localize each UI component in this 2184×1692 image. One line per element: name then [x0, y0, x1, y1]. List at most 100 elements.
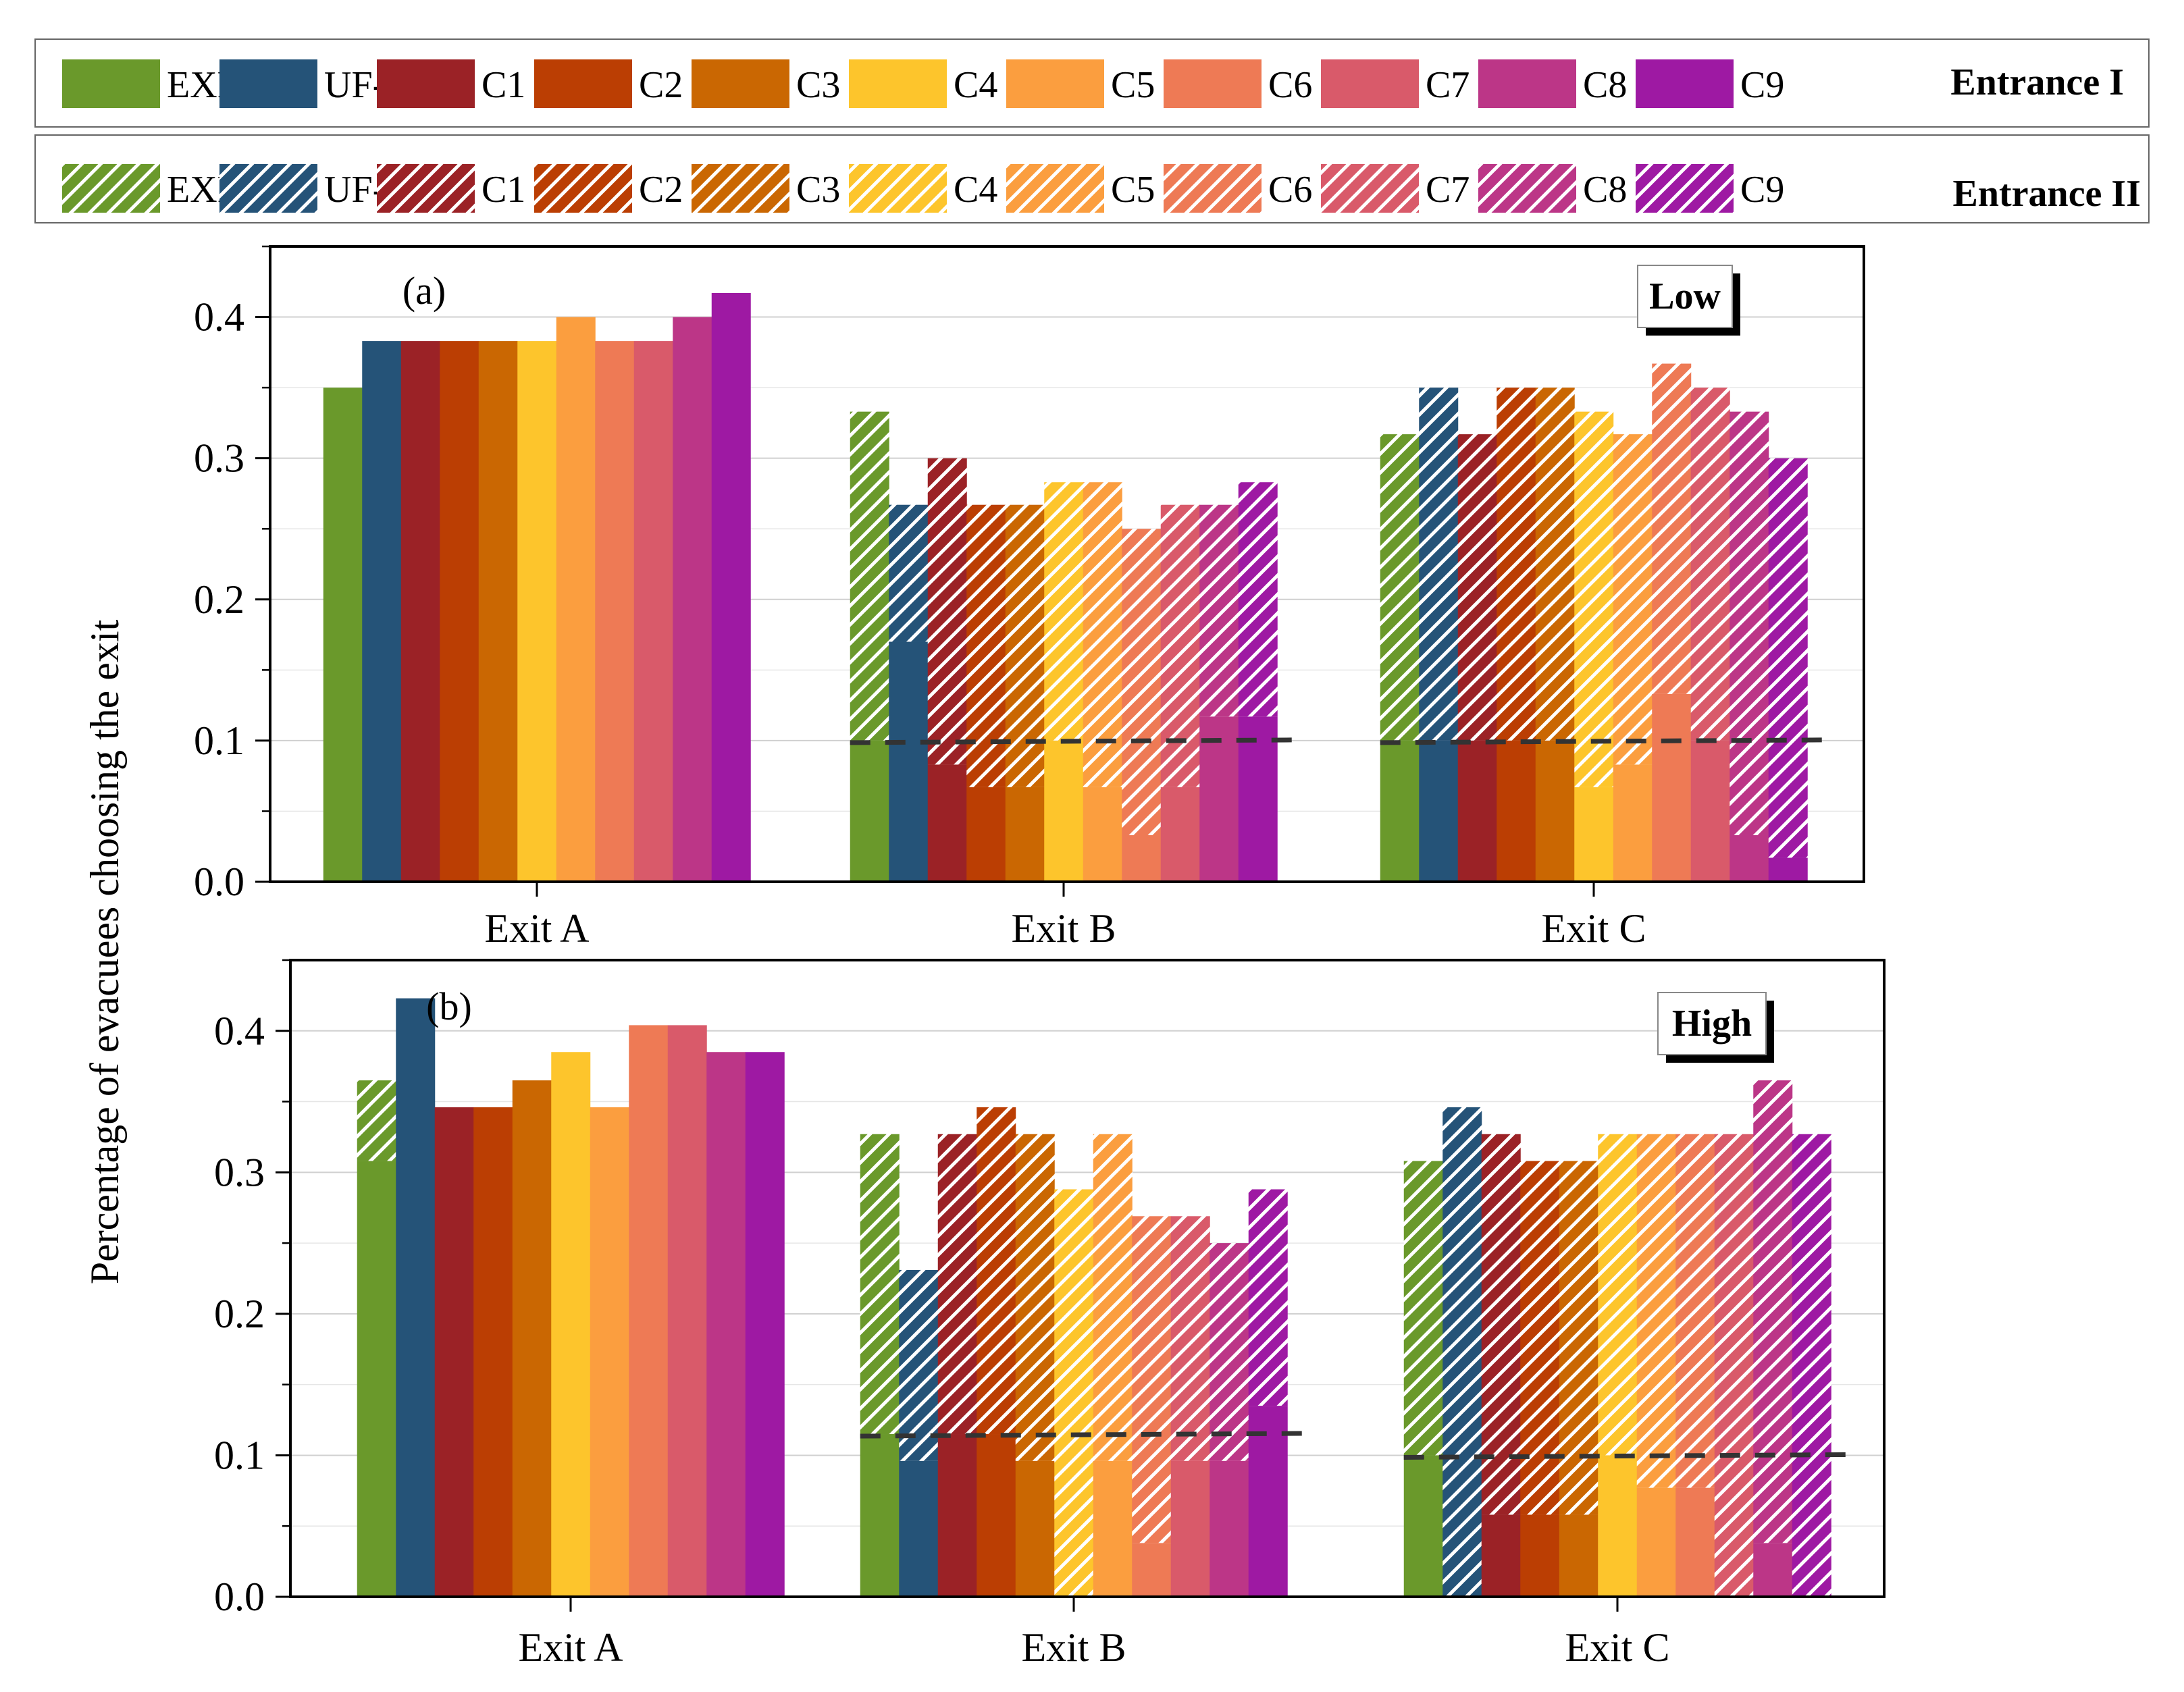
legend-label-c1: C1 — [482, 64, 525, 106]
bar-c1-exit-b-entrance-1 — [937, 1434, 977, 1597]
bar-exp-exit-b-entrance-1 — [860, 1434, 900, 1597]
bar-c9-exit-c-entrance-2 — [1792, 1134, 1831, 1597]
bar-c9-exit-a — [711, 293, 751, 882]
legend-label-c5: C5 — [1111, 169, 1155, 211]
bar-c6-exit-a — [629, 1025, 669, 1597]
bar-c2-exit-c-entrance-1 — [1497, 740, 1536, 882]
panel-label: (b) — [426, 984, 472, 1028]
bar-c5-exit-c-entrance-2 — [1636, 1134, 1676, 1488]
bar-c3-exit-b-entrance-1 — [1015, 1460, 1055, 1597]
bar-c8-exit-c-entrance-2 — [1753, 1080, 1793, 1543]
panel-a: Exit A Exit B Exit C 0.0 0.1 0.2 0.3 0.4 (a) Low — [194, 245, 1865, 951]
bar-c6-exit-b-entrance-1 — [1122, 835, 1162, 882]
legend-label-c8: C8 — [1583, 64, 1627, 106]
bar-c9-exit-a — [745, 1052, 785, 1597]
bar-c8-exit-c-entrance-2 — [1730, 411, 1769, 835]
bar-c8-exit-a — [706, 1052, 746, 1597]
bar-uf-sf-exit-a — [362, 341, 402, 882]
bar-c7-exit-b-entrance-2 — [1160, 504, 1200, 787]
bar-exp-exit-b-entrance-2 — [850, 411, 889, 741]
bar-c8-exit-b-entrance-2 — [1199, 504, 1239, 717]
bar-c7-exit-a — [667, 1025, 707, 1597]
bar-exp-exit-a-entrance-1 — [357, 1161, 396, 1597]
bar-c3-exit-b-entrance-1 — [1005, 787, 1045, 882]
bar-c7-exit-c-entrance-1 — [1690, 740, 1730, 882]
bar-c5-exit-c-entrance-1 — [1613, 764, 1653, 882]
bar-exp-exit-c-entrance-2 — [1380, 434, 1420, 741]
bar-c3-exit-b-entrance-2 — [1005, 504, 1045, 787]
legend-swatch-c3 — [692, 59, 789, 108]
bar-c8-exit-c-entrance-1 — [1753, 1543, 1793, 1597]
y-axis-title: Percentage of evacuees choosing the exit — [82, 619, 127, 1284]
bar-c1-exit-c-entrance-2 — [1457, 434, 1497, 741]
legend-swatch-c6-hatched — [1164, 164, 1262, 213]
bar-c1-exit-b-entrance-1 — [927, 764, 967, 882]
bar-c2-exit-c-entrance-2 — [1520, 1161, 1560, 1515]
bar-uf-sf-exit-c-entrance-2 — [1419, 388, 1459, 741]
bar-c5-exit-a — [556, 317, 596, 882]
bar-c6-exit-c-entrance-1 — [1675, 1487, 1715, 1597]
bar-c8-exit-b-entrance-1 — [1199, 716, 1239, 882]
bar-c2-exit-a — [440, 341, 479, 882]
bar-c1-exit-c-entrance-2 — [1481, 1134, 1521, 1515]
bar-c1-exit-b-entrance-2 — [927, 458, 967, 765]
bar-c6-exit-b-entrance-2 — [1122, 529, 1162, 835]
legend-swatch-c1-hatched — [377, 164, 475, 213]
legend-swatch-exp-hatched — [62, 164, 160, 213]
legend-swatch-c4 — [849, 59, 947, 108]
bar-c2-exit-b-entrance-1 — [977, 1434, 1016, 1597]
bar-c6-exit-c-entrance-1 — [1652, 693, 1692, 882]
dashed-line-exit-c — [1403, 1452, 1848, 1460]
bar-exp-exit-c-entrance-2 — [1403, 1161, 1443, 1456]
bar-c7-exit-c-entrance-2 — [1714, 1134, 1754, 1597]
bar-c9-exit-b-entrance-1 — [1248, 1406, 1288, 1597]
legend-swatch-c7 — [1321, 59, 1419, 108]
legend-label-c6: C6 — [1268, 169, 1312, 211]
y-tick-label: 0.1 — [194, 718, 244, 763]
legend-label-c2: C2 — [639, 169, 683, 211]
legend-label-c5: C5 — [1111, 64, 1155, 106]
legend-row-label-entrance-2: Entrance II — [1953, 173, 2141, 215]
legend-swatch-c2 — [534, 59, 632, 108]
bar-uf-sf-exit-a — [396, 998, 436, 1597]
bar-exp-exit-b-entrance-2 — [860, 1134, 900, 1435]
legend-swatch-c5-hatched — [1006, 164, 1104, 213]
bar-c6-exit-b-entrance-1 — [1132, 1543, 1172, 1597]
bar-c2-exit-a — [473, 1107, 513, 1597]
bar-c2-exit-b-entrance-2 — [966, 504, 1006, 787]
legend-label-c4: C4 — [954, 64, 997, 106]
legend-swatch-c8-hatched — [1478, 164, 1576, 213]
bar-c4-exit-c-entrance-2 — [1598, 1134, 1638, 1456]
legend-label-c1: C1 — [482, 169, 525, 211]
legend-label-c6: C6 — [1268, 64, 1312, 106]
bar-c1-exit-a — [434, 1107, 474, 1597]
legend-swatch-c9-hatched — [1636, 164, 1734, 213]
bar-uf-sf-exit-c-entrance-1 — [1419, 740, 1459, 882]
density-box — [1657, 992, 1767, 1055]
bar-c5-exit-b-entrance-2 — [1083, 482, 1122, 787]
bar-c9-exit-c-entrance-2 — [1768, 458, 1808, 858]
bar-c6-exit-b-entrance-2 — [1132, 1216, 1172, 1543]
bar-c7-exit-b-entrance-1 — [1160, 787, 1200, 882]
bar-c4-exit-b-entrance-2 — [1054, 1189, 1094, 1597]
dashed-line-exit-b — [860, 1431, 1305, 1439]
bar-c7-exit-a — [633, 341, 673, 882]
bar-exp-exit-a — [323, 388, 363, 882]
y-tick-label: 0.0 — [194, 860, 244, 904]
bar-uf-sf-exit-b-entrance-2 — [889, 504, 929, 642]
legend-swatch-c9 — [1636, 59, 1734, 108]
bar-c5-exit-b-entrance-2 — [1093, 1134, 1133, 1461]
plot-frame — [289, 959, 1886, 1598]
bar-c7-exit-b-entrance-2 — [1170, 1216, 1210, 1461]
bar-c4-exit-a — [517, 341, 557, 882]
bar-c1-exit-b-entrance-2 — [937, 1134, 977, 1435]
legend-label-c7: C7 — [1426, 64, 1470, 106]
legend-label-c9: C9 — [1740, 64, 1784, 106]
density-label: Low — [1649, 275, 1721, 317]
bar-c5-exit-c-entrance-1 — [1636, 1487, 1676, 1597]
x-tick-label-exit-c: Exit C — [1541, 906, 1646, 951]
bar-exp-exit-c-entrance-1 — [1380, 740, 1420, 882]
plot-frame — [269, 245, 1865, 883]
